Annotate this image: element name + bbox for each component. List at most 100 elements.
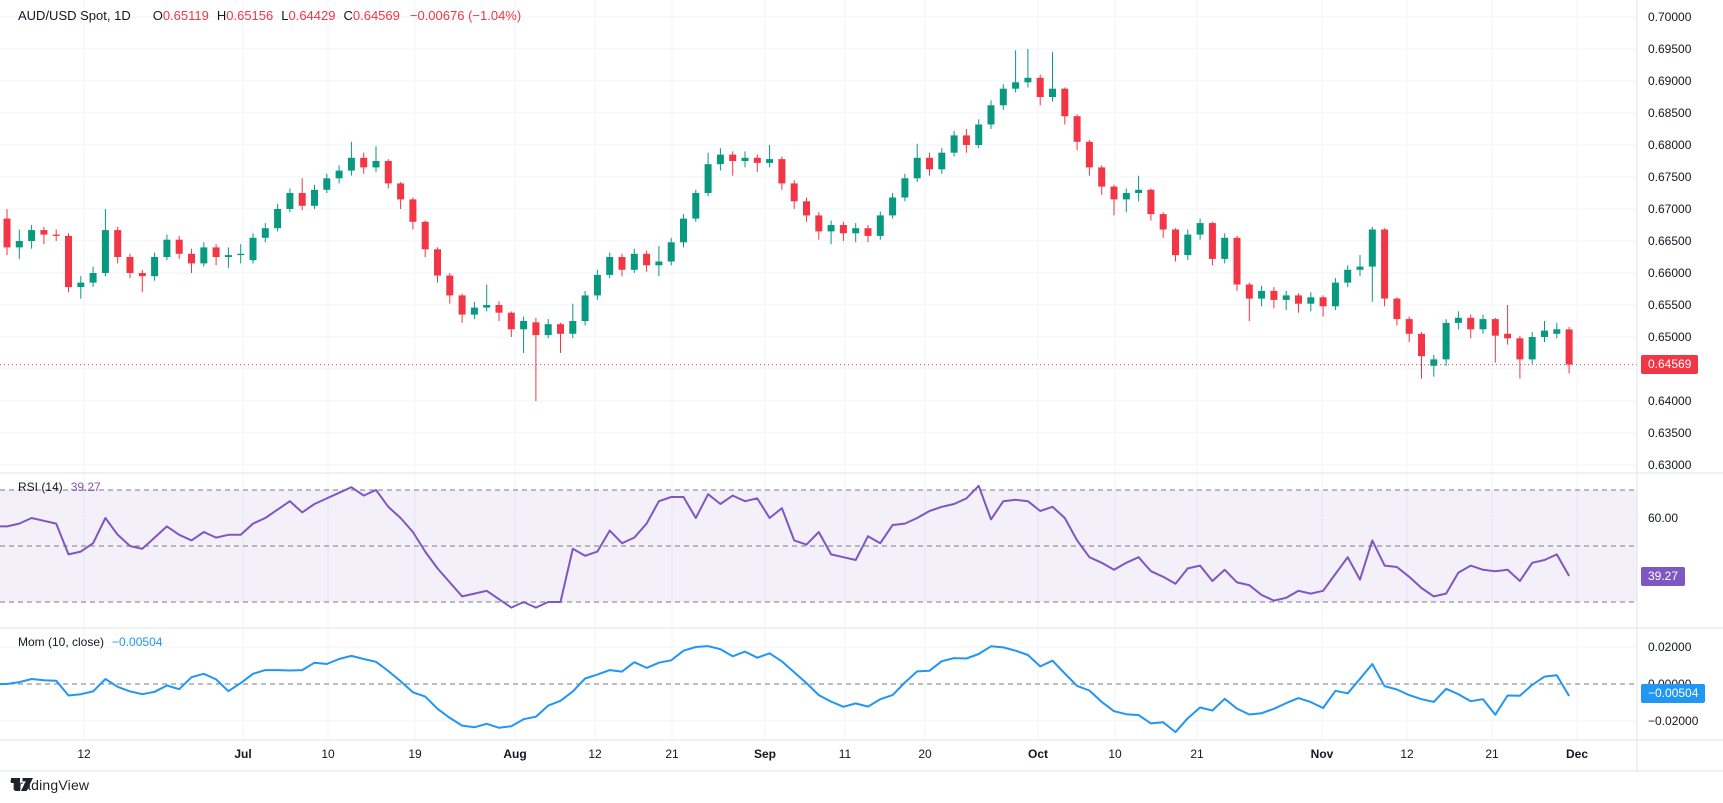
price-axis-label: 0.68500 <box>1648 106 1692 120</box>
main-legend: AUD/USD Spot, 1D O0.65119 H0.65156 L0.64429… <box>18 8 521 23</box>
time-axis-label: 20 <box>918 747 932 761</box>
candle-body <box>1479 319 1487 330</box>
price-axis-label: 0.68000 <box>1648 138 1692 152</box>
mom-title[interactable]: Mom (10, close) <box>18 635 105 649</box>
candle-body <box>372 161 380 168</box>
candle-body <box>729 154 737 161</box>
candle-body <box>1122 193 1130 200</box>
candle-body <box>716 154 724 165</box>
candle-body <box>643 253 651 266</box>
candle-body <box>1418 333 1425 357</box>
candle-body <box>1159 214 1167 230</box>
candle-body <box>188 253 195 264</box>
price-axis-label: 0.69500 <box>1648 42 1692 56</box>
candle-body <box>962 135 970 145</box>
candle-body <box>65 235 72 288</box>
mom-value: −0.00504 <box>112 635 163 649</box>
candle-body <box>1442 322 1450 360</box>
symbol-title[interactable]: AUD/USD Spot, 1D <box>18 8 131 23</box>
candle-body <box>532 322 540 336</box>
time-axis-label: Dec <box>1565 747 1589 761</box>
candle-body <box>876 215 884 236</box>
candle-body <box>1516 338 1524 360</box>
candle-body <box>126 257 134 273</box>
time-axis-label: Sep <box>753 747 777 761</box>
candle-body <box>544 324 552 336</box>
price-axis-label: 0.66000 <box>1648 266 1692 280</box>
time-axis-label: 19 <box>408 747 422 761</box>
candle-body <box>1036 77 1044 97</box>
candle-body <box>200 247 208 264</box>
candle-body <box>15 241 23 248</box>
price-axis-label: 0.63000 <box>1648 458 1692 472</box>
candle-body <box>1135 189 1143 193</box>
time-axis-label: 11 <box>838 747 852 761</box>
high-value: 0.65156 <box>226 8 274 23</box>
candle-body <box>1245 284 1253 299</box>
candle-body <box>52 234 60 236</box>
candle-body <box>790 183 798 202</box>
candle-body <box>483 305 491 308</box>
candle-body <box>913 157 921 179</box>
candle-body <box>298 193 306 206</box>
candle-body <box>938 152 946 170</box>
candle-body <box>1319 297 1327 307</box>
candle-body <box>1331 282 1339 307</box>
last-price-badge: 0.64569 <box>1641 355 1699 375</box>
footer: TradingView <box>10 777 89 793</box>
rsi-title[interactable]: RSI (14) <box>18 480 63 494</box>
candle-body <box>1208 223 1216 259</box>
candle-body <box>1565 329 1573 365</box>
candle-body <box>237 253 245 256</box>
candle-body <box>1184 234 1192 256</box>
candle-body <box>692 193 700 219</box>
high-label: H <box>216 8 227 23</box>
candle-body <box>397 183 405 200</box>
candle-body <box>1085 141 1093 168</box>
low-label: L <box>281 8 289 23</box>
candle-body <box>1196 223 1204 235</box>
time-axis-label: 10 <box>1108 747 1122 761</box>
open-value: 0.65119 <box>162 8 209 23</box>
candle-body <box>1024 77 1032 83</box>
price-axis-label: 0.66500 <box>1648 234 1692 248</box>
candle-body <box>1049 88 1056 97</box>
price-axis-label: 0.63500 <box>1648 426 1692 440</box>
price-axis-label: 0.67000 <box>1648 202 1692 216</box>
candle-body <box>323 178 331 190</box>
candle-body <box>520 321 528 330</box>
candle-body <box>1368 229 1376 267</box>
candle-body <box>261 228 269 238</box>
candle-body <box>274 209 282 229</box>
close-value: 0.64569 <box>352 8 400 23</box>
time-axis-label: 12 <box>1400 747 1414 761</box>
candle-body <box>335 170 343 179</box>
candle-body <box>889 197 897 216</box>
candle-body <box>593 274 601 296</box>
candle-body <box>1282 295 1290 300</box>
candle-body <box>347 157 355 171</box>
tradingview-logo-icon[interactable] <box>10 777 34 794</box>
candle-body <box>1541 330 1548 337</box>
price-axis-label: 0.70000 <box>1648 10 1692 24</box>
candle-body <box>1233 237 1241 285</box>
time-axis-label: 10 <box>321 747 335 761</box>
candle-body <box>741 157 749 161</box>
price-axis-label: 0.65000 <box>1648 330 1692 344</box>
candle-body <box>224 255 232 257</box>
time-axis-label: Aug <box>503 747 527 761</box>
candle-body <box>1405 319 1413 334</box>
candle-body <box>138 273 146 277</box>
price-axis-label: 0.64000 <box>1648 394 1692 408</box>
candle-body <box>28 230 36 241</box>
candle-body <box>618 257 626 270</box>
candle-body <box>680 218 687 243</box>
candle-body <box>1393 298 1401 320</box>
candle-body <box>753 157 761 163</box>
candle-body <box>1098 167 1106 187</box>
rsi-axis-label: 60.00 <box>1648 511 1679 525</box>
time-axis-label: 21 <box>1190 747 1204 761</box>
chart-canvas[interactable] <box>0 0 1723 772</box>
candle-body <box>1295 295 1302 304</box>
